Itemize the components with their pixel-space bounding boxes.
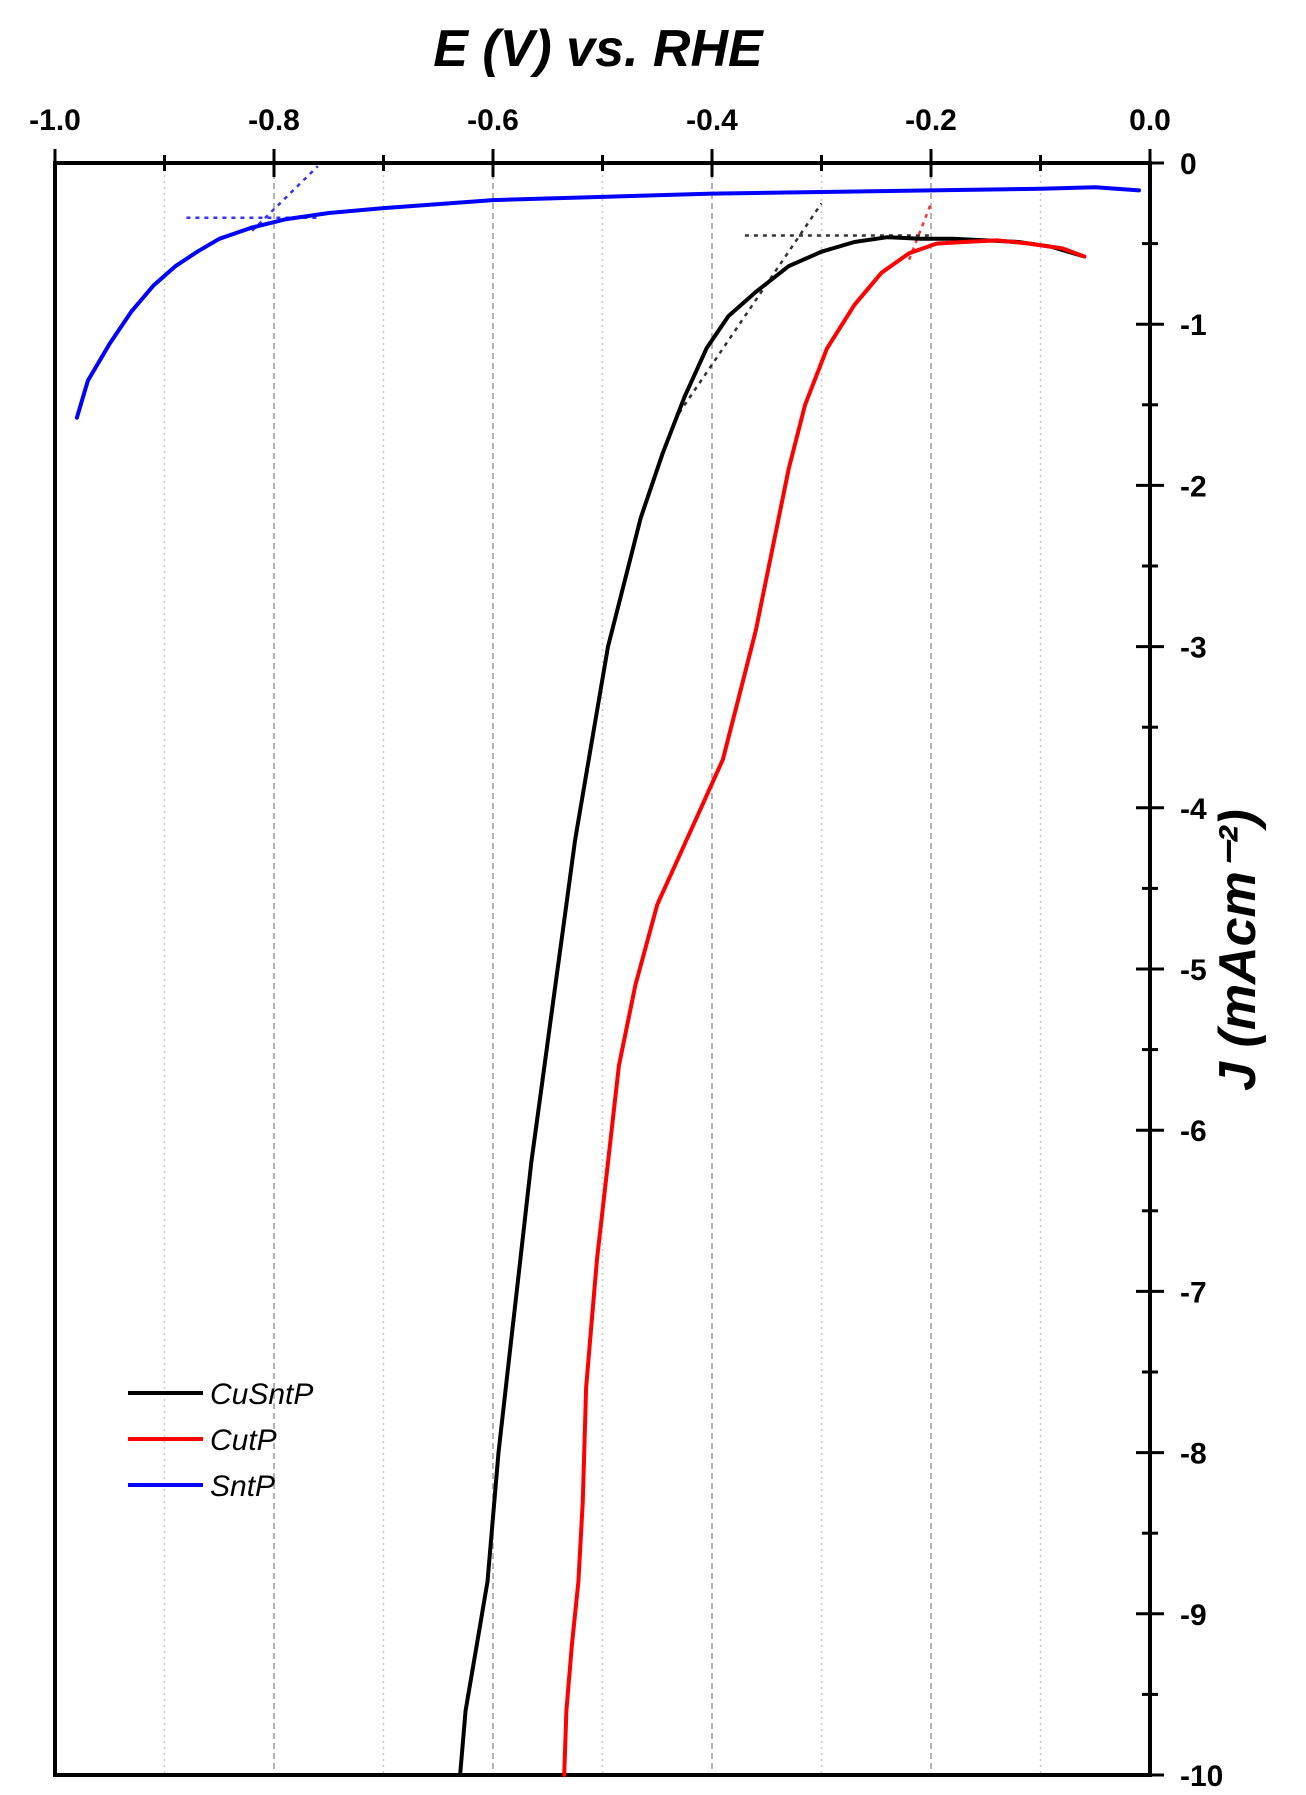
tangent-lines xyxy=(186,165,933,414)
axes xyxy=(53,149,1164,1777)
y-tick-label: -9 xyxy=(1180,1599,1207,1632)
series-line-sntp xyxy=(74,185,1141,420)
y-tick-label: -2 xyxy=(1180,470,1207,503)
x-axis-title: E (V) vs. RHE xyxy=(433,20,764,78)
tangent-line xyxy=(251,165,319,232)
y-tick-label: -6 xyxy=(1180,1115,1207,1148)
series-line-cusntp xyxy=(458,235,1087,1777)
y-tick-label: -8 xyxy=(1180,1438,1207,1471)
y-tick-label: -4 xyxy=(1180,793,1207,826)
y-tick-label: -10 xyxy=(1180,1760,1223,1793)
x-tick-label: -0.4 xyxy=(686,104,738,137)
tick-labels: -1.0 -0.8 -0.6 -0.4 -0.2 0.0 0 -1 -2 -3 -4 -5 -6 -7 -8… xyxy=(29,104,1223,1793)
y-tick-label: -7 xyxy=(1180,1276,1207,1309)
legend-label: SntP xyxy=(210,1470,275,1503)
gridlines xyxy=(163,163,1042,1775)
tangent-line xyxy=(678,202,823,414)
x-tick-label: -0.8 xyxy=(248,104,300,137)
y-tick-label: -1 xyxy=(1180,309,1207,342)
y-axis-title: J (mAcm⁻²) xyxy=(1209,809,1267,1091)
y-tick-label: 0 xyxy=(1180,148,1197,181)
y-tick-label: -5 xyxy=(1180,954,1207,987)
legend-label: CuSntP xyxy=(210,1378,313,1411)
y-tick-label: -3 xyxy=(1180,632,1207,665)
legend: CuSntP CutP SntP xyxy=(128,1378,313,1503)
x-tick-label: 0.0 xyxy=(1129,104,1171,137)
x-tick-label: -0.6 xyxy=(467,104,519,137)
series-lines xyxy=(74,185,1141,1777)
x-tick-label: -1.0 xyxy=(29,104,81,137)
legend-label: CutP xyxy=(210,1424,277,1457)
x-tick-label: -0.2 xyxy=(905,104,957,137)
series-line-cutp xyxy=(562,238,1087,1777)
